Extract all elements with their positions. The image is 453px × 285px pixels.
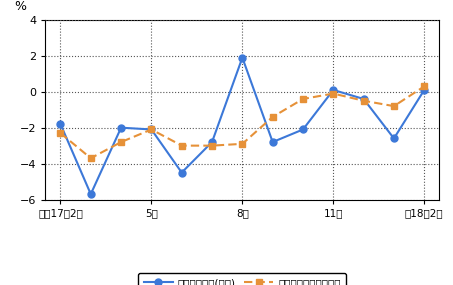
Legend: 現金給与総額(名目), きまって支給する給与: 現金給与総額(名目), きまって支給する給与 xyxy=(138,273,347,285)
Text: %: % xyxy=(14,0,26,13)
